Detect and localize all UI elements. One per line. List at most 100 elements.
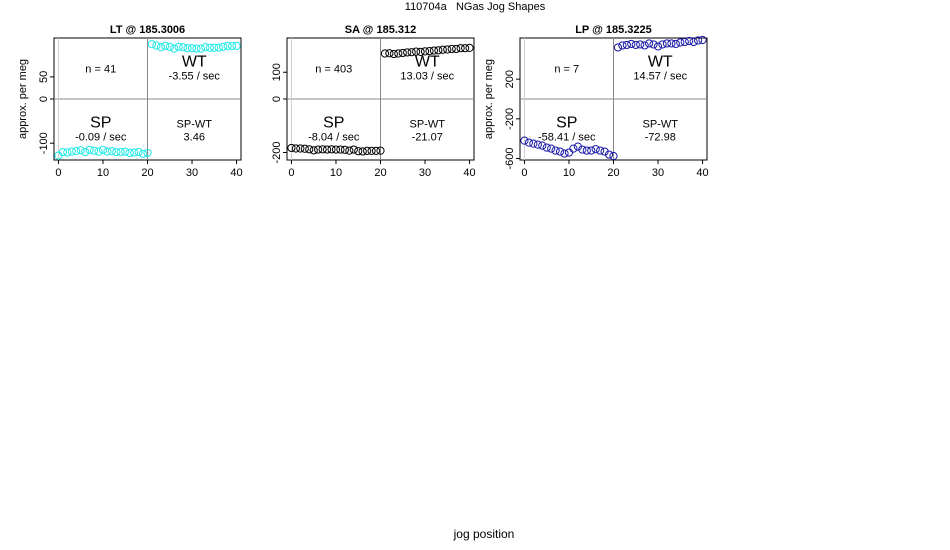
data-point — [76, 146, 85, 155]
data-point — [349, 145, 358, 154]
data-point — [179, 43, 188, 52]
data-point — [67, 147, 76, 156]
x-tick-label: 20 — [141, 167, 153, 179]
count-label: n = 403 — [315, 64, 352, 76]
data-point — [394, 49, 403, 58]
data-point — [287, 143, 296, 153]
data-point — [600, 147, 609, 156]
data-point — [336, 145, 345, 154]
data-point — [622, 40, 631, 50]
data-point — [309, 146, 318, 155]
sp-label: SP — [323, 115, 344, 132]
data-point — [569, 144, 578, 153]
x-tick-label: 40 — [230, 167, 242, 179]
x-tick-label: 0 — [521, 167, 527, 179]
data-point — [587, 146, 596, 155]
data-point — [578, 145, 587, 154]
wt-label: WT — [182, 54, 207, 71]
data-point — [604, 150, 614, 159]
data-point — [627, 39, 636, 49]
spwt-value: -21.07 — [412, 132, 443, 144]
sp-rate: -58.41 / sec — [538, 132, 596, 144]
data-point — [460, 44, 470, 53]
data-point — [89, 146, 99, 155]
sp-label: SP — [90, 115, 111, 132]
data-point — [689, 37, 698, 47]
y-tick-label: 200 — [504, 70, 516, 88]
y-tick-label: 100 — [271, 63, 283, 81]
data-point — [367, 146, 376, 156]
panel-2: SA @ 185.312 0 10 20 30 40 -200 0 100 n = 403 WT13… — [271, 24, 476, 179]
data-point — [58, 147, 68, 157]
y-tick-label: 0 — [271, 96, 283, 102]
data-point — [573, 142, 582, 151]
data-point — [196, 44, 206, 53]
data-point — [376, 146, 385, 155]
data-point — [420, 47, 430, 56]
data-point — [192, 44, 201, 53]
data-point — [121, 147, 130, 156]
y-tick-label: -200 — [271, 141, 283, 163]
x-tick-label: 40 — [696, 167, 708, 179]
wt-rate: 14.57 / sec — [633, 71, 687, 83]
count-label: n = 7 — [554, 64, 579, 76]
data-point — [591, 144, 600, 154]
data-point — [636, 40, 645, 49]
data-point — [645, 39, 654, 48]
data-point — [103, 147, 112, 156]
data-point — [98, 145, 108, 154]
data-point — [380, 49, 390, 58]
data-point — [358, 147, 367, 156]
data-point — [671, 39, 680, 49]
panel-title: LP @ 185.3225 — [575, 24, 652, 36]
data-point — [452, 44, 461, 54]
x-tick-label: 10 — [330, 167, 342, 179]
data-point — [371, 146, 381, 156]
data-point — [187, 44, 197, 53]
wt-label: WT — [415, 54, 440, 71]
data-point — [582, 146, 591, 155]
data-point — [447, 44, 456, 54]
y-tick-label: -200 — [504, 108, 516, 130]
data-point — [314, 145, 323, 154]
data-point — [161, 41, 170, 51]
data-point — [72, 147, 81, 156]
panel-title: LT @ 185.3006 — [110, 24, 185, 36]
data-point — [609, 151, 618, 161]
x-tick-label: 0 — [55, 167, 61, 179]
data-point — [547, 144, 556, 153]
x-axis-label: jog position — [453, 527, 515, 541]
figure-title: 110704a NGas Jog Shapes — [404, 1, 546, 13]
data-point — [205, 43, 214, 52]
data-point — [327, 145, 336, 154]
data-point — [165, 42, 174, 51]
data-point — [538, 141, 547, 150]
data-point — [156, 43, 165, 52]
data-point — [107, 147, 116, 156]
data-point — [680, 37, 689, 47]
spwt-value: -72.98 — [645, 132, 676, 144]
data-point — [152, 41, 161, 50]
data-point — [653, 42, 663, 51]
y-tick-label: 50 — [38, 71, 50, 83]
data-point — [693, 36, 703, 45]
data-point — [322, 145, 332, 154]
data-point — [649, 40, 658, 49]
sp-rate: -8.04 / sec — [308, 132, 360, 144]
data-point — [340, 145, 349, 154]
data-point — [232, 41, 241, 51]
data-point — [438, 45, 447, 54]
data-point — [147, 40, 157, 49]
data-point — [465, 43, 474, 52]
data-point — [143, 148, 152, 158]
data-point — [596, 146, 605, 155]
data-point — [201, 43, 210, 52]
x-tick-label: 30 — [419, 167, 431, 179]
data-point — [560, 149, 569, 158]
sp-label: SP — [556, 115, 577, 132]
data-point — [613, 43, 623, 52]
data-point — [81, 147, 90, 157]
data-point — [425, 47, 434, 56]
x-tick-label: 10 — [97, 167, 109, 179]
